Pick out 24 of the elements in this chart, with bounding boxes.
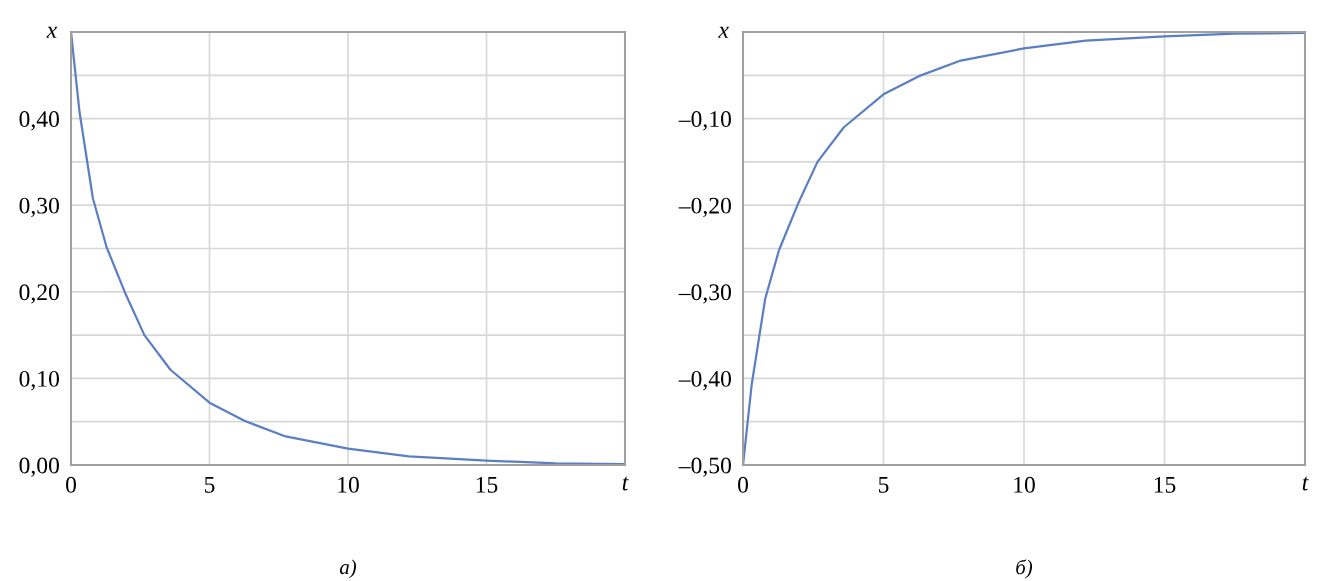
- x-tick-label: 5: [204, 477, 215, 493]
- x-tick-label: 15: [1154, 476, 1176, 493]
- y-tick-label: 0,10: [19, 370, 59, 391]
- text: а): [339, 559, 357, 579]
- y-axis-title: x: [46, 26, 57, 38]
- x-tick-label: 0: [66, 476, 76, 493]
- x-axis-title: t: [1302, 476, 1309, 491]
- y-tick-label: 0,40: [19, 111, 59, 131]
- y-tick-label: 0,00: [19, 457, 59, 477]
- y-tick-label: –0,10: [678, 111, 731, 131]
- y-tick-label: 0,30: [19, 197, 59, 218]
- x-tick-label: 10: [1014, 476, 1035, 493]
- y-axis-title: x: [718, 26, 729, 38]
- y-tick-label: –0,40: [678, 370, 731, 391]
- x-tick-label: 15: [476, 476, 498, 493]
- text: б): [1016, 559, 1033, 579]
- y-tick-label: –0,50: [678, 457, 731, 477]
- x-tick-label: 10: [338, 476, 359, 493]
- y-tick-label: –0,20: [678, 197, 731, 218]
- x-tick-label: 0: [738, 476, 748, 493]
- x-axis-title: t: [622, 476, 629, 491]
- y-tick-label: –0,30: [678, 284, 731, 304]
- y-tick-label: 0,20: [19, 284, 59, 304]
- x-tick-label: 5: [878, 477, 889, 493]
